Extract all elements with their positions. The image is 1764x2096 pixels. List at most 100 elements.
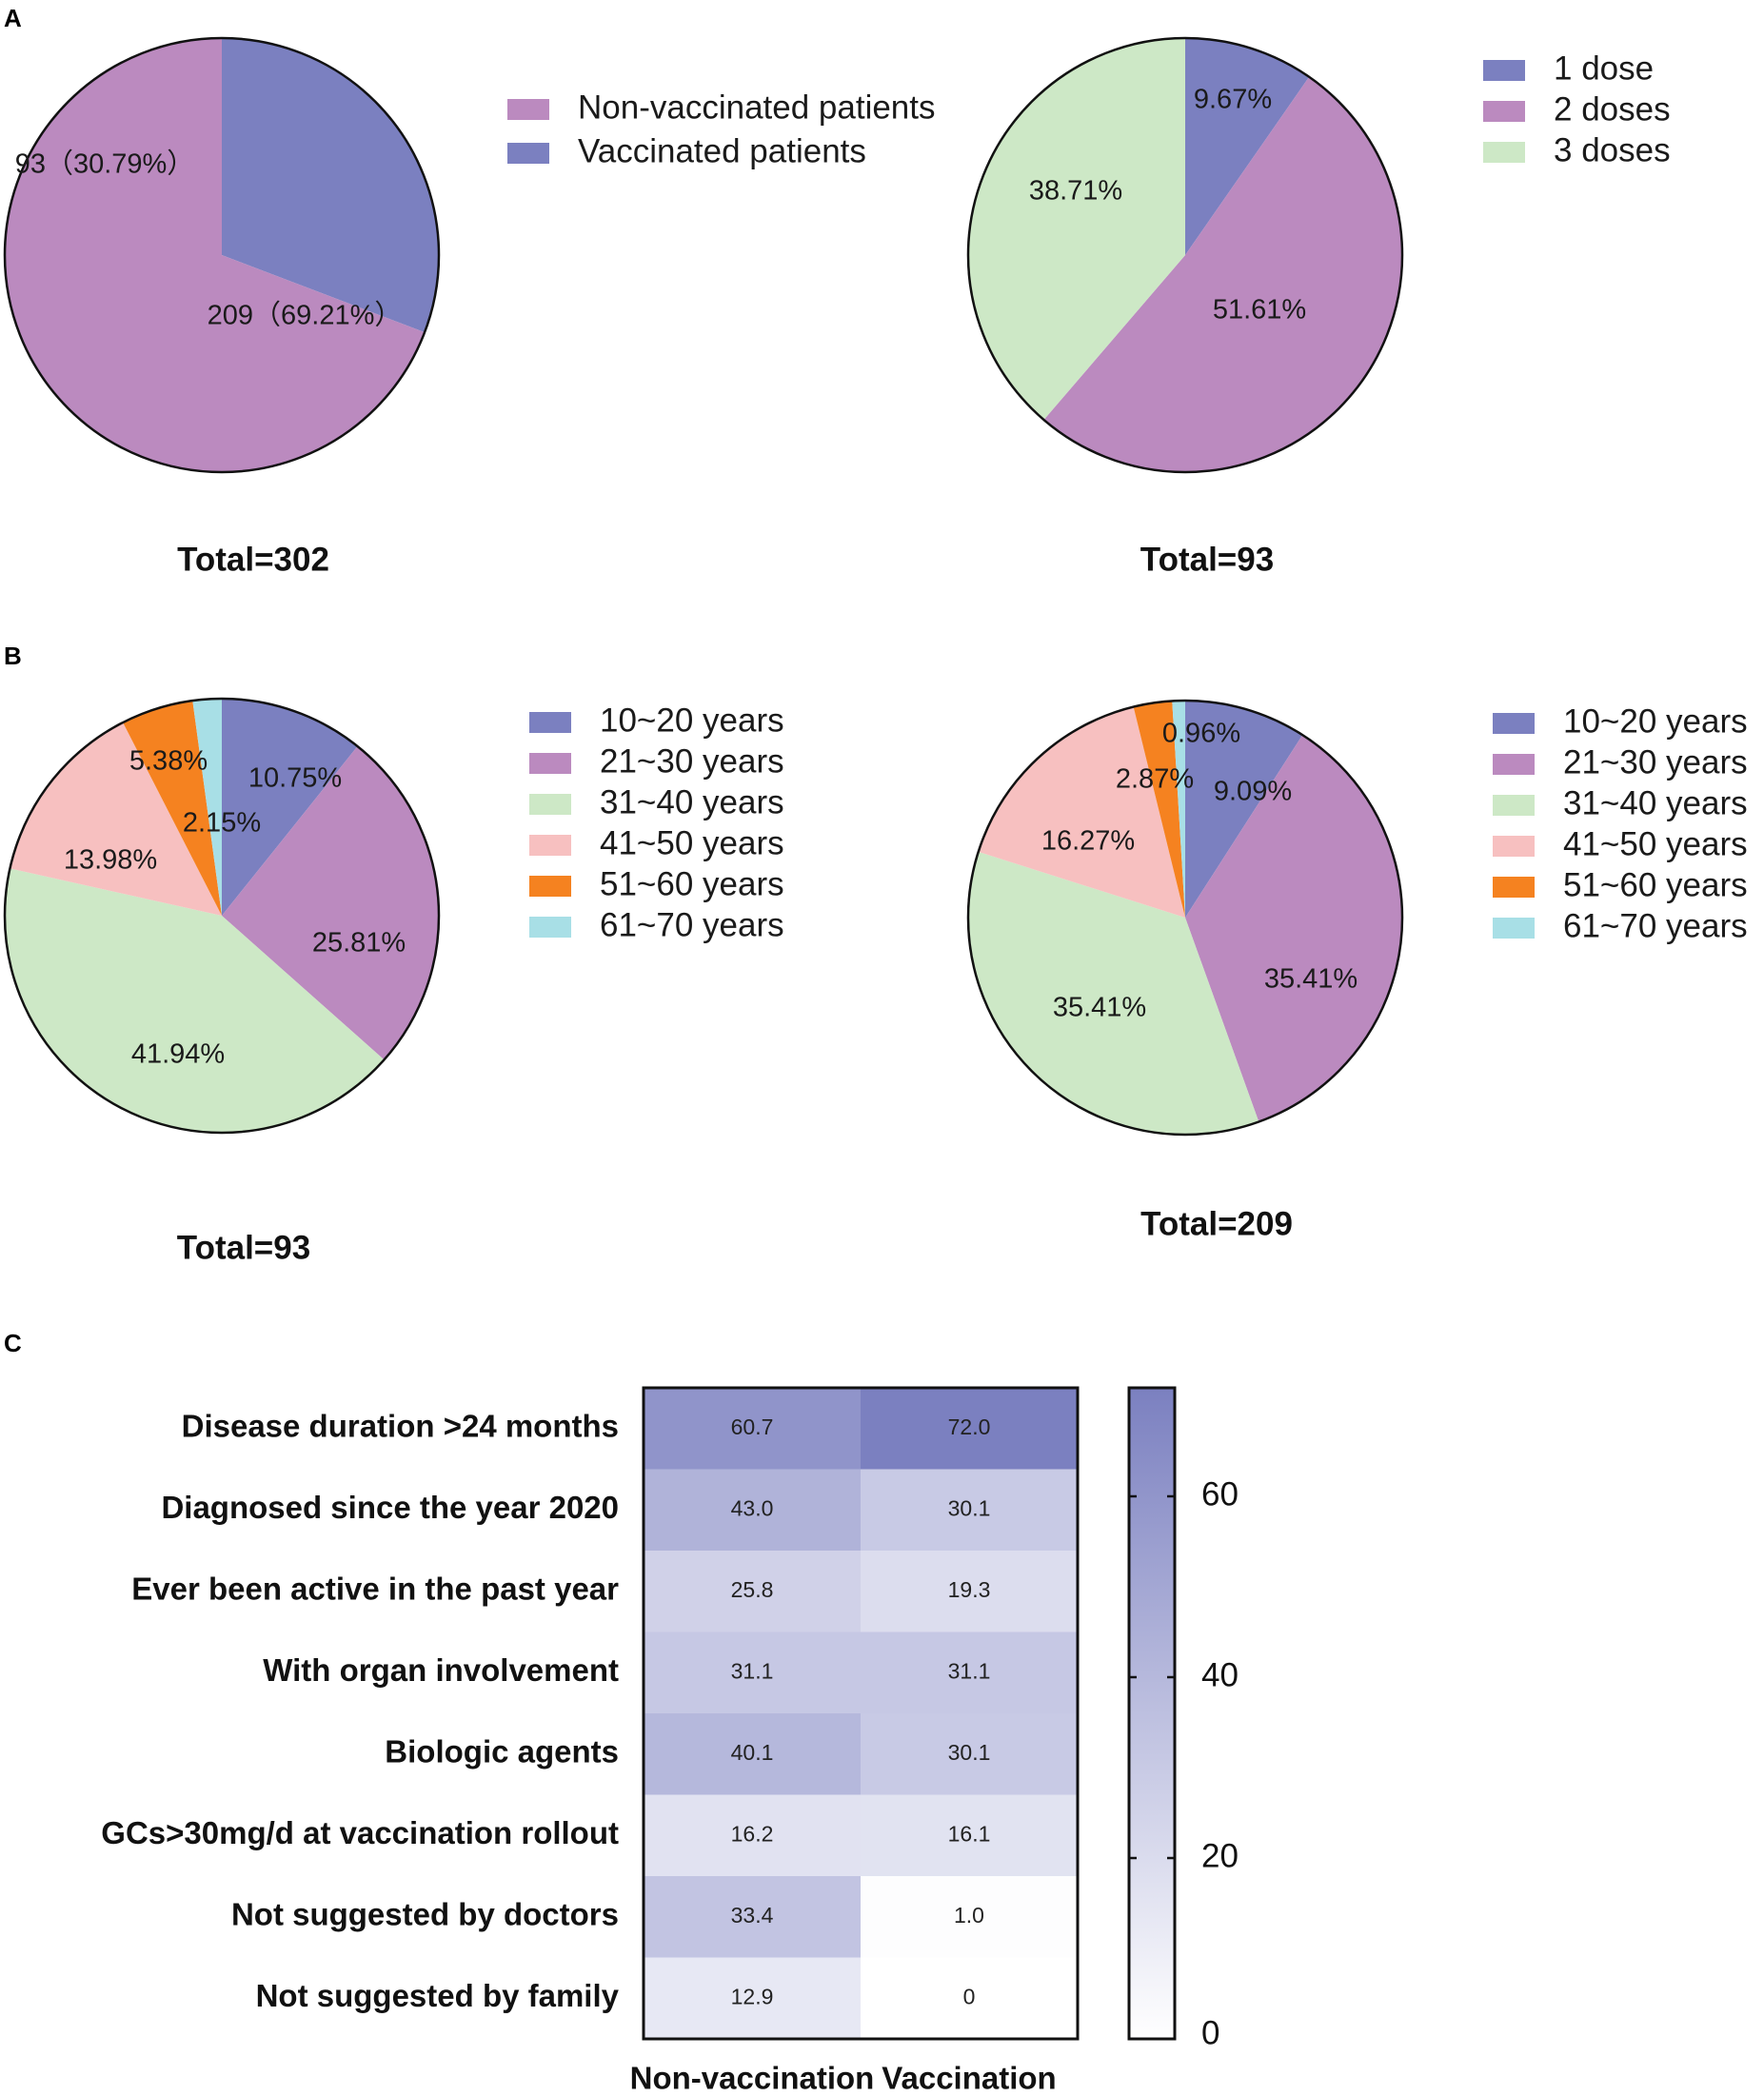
heatmap-cell-value: 31.1: [731, 1658, 774, 1683]
pie-data-label: 16.27%: [1041, 826, 1135, 857]
pie-slice-10-20-years: [1185, 701, 1303, 918]
heatmap-cell-value: 25.8: [731, 1577, 774, 1602]
heatmap-cell: [861, 1631, 1078, 1713]
heatmap-cell: [861, 1551, 1078, 1632]
legend-swatch-non-vaccinated-patients: [507, 99, 549, 120]
legend-swatch-vaccinated-patients: [507, 143, 549, 164]
heatmap-column-label: Vaccination: [882, 2061, 1056, 2096]
heatmap-cell: [861, 1794, 1078, 1876]
pie-data-label: 10.75%: [248, 763, 342, 794]
heatmap-cell-value: 0: [963, 1984, 976, 2008]
pie-total-label: Total=93: [1140, 541, 1274, 578]
legend-swatch-51-60-years: [529, 876, 571, 897]
pie-data-label: 2.15%: [183, 808, 261, 839]
panel-label-b: B: [4, 642, 22, 670]
pie-slice-non-vaccinated-patients: [5, 38, 426, 473]
pie-slice-21-30-years: [222, 746, 439, 1060]
heatmap-cell: [644, 1469, 861, 1551]
pie-slice-2-doses: [1043, 76, 1402, 472]
heatmap-cell: [644, 1957, 861, 2039]
pie-slice-31-40-years: [5, 868, 385, 1133]
heatmap-cell: [861, 1469, 1078, 1551]
heatmap-cell-value: 40.1: [731, 1740, 774, 1765]
heatmap-cell-value: 30.1: [948, 1740, 991, 1765]
pie-slice-1-dose: [1185, 38, 1310, 255]
legend-label-3-doses: 3 doses: [1554, 131, 1671, 168]
heatmap-cell: [644, 1794, 861, 1876]
legend-label-61-70-years: 61~70 years: [600, 906, 784, 943]
heatmap-row-label: Biologic agents: [385, 1733, 619, 1769]
legend-label-10-20-years: 10~20 years: [1563, 702, 1748, 740]
legend-label-10-20-years: 10~20 years: [600, 702, 784, 739]
heatmap-cell-value: 1.0: [954, 1903, 984, 1928]
pie-slice-3-doses: [967, 37, 1185, 421]
pie-data-label: 35.41%: [1264, 964, 1358, 995]
legend-label-21-30-years: 21~30 years: [600, 742, 784, 780]
legend-swatch-3-doses: [1483, 142, 1525, 163]
panel-label-a: A: [4, 4, 22, 32]
heatmap-cell: [861, 1713, 1078, 1795]
legend-swatch-31-40-years: [1493, 795, 1535, 816]
heatmap-cell: [644, 1388, 861, 1470]
pie-chart-vaccination-status: 93（30.79%） 209（69.21%） Total=302 Non-vaccin…: [3, 36, 936, 578]
pie-data-label: 93（30.79%）: [15, 149, 195, 180]
pie-chart-age-vaccinated: 10.75% 25.81% 41.94% 13.98% 5.38% 2.15% Total=…: [3, 697, 784, 1266]
legend-swatch-2-doses: [1483, 101, 1525, 122]
legend-swatch-51-60-years: [1493, 877, 1535, 898]
pie-data-label: 0.96%: [1162, 719, 1240, 749]
heatmap-row-label: Ever been active in the past year: [131, 1571, 619, 1606]
legend-label-31-40-years: 31~40 years: [600, 783, 784, 821]
heatmap-row-label: Diagnosed since the year 2020: [161, 1490, 619, 1525]
pie-data-label: 51.61%: [1213, 295, 1306, 326]
pie-slice-41-50-years: [10, 722, 222, 916]
heatmap-cell-value: 60.7: [731, 1414, 774, 1439]
colorbar-tick-label: 20: [1201, 1837, 1239, 1874]
legend-swatch-41-50-years: [1493, 836, 1535, 857]
legend-label-61-70-years: 61~70 years: [1563, 907, 1748, 944]
heatmap-cell: [644, 1876, 861, 1958]
legend-label-51-60-years: 51~60 years: [1563, 866, 1748, 903]
heatmap-row-label: Not suggested by doctors: [231, 1896, 619, 1931]
heatmap-row-label: GCs>30mg/d at vaccination rollout: [101, 1815, 619, 1850]
legend-swatch-21-30-years: [1493, 754, 1535, 775]
pie-slice-10-20-years: [222, 699, 358, 916]
colorbar-tick-label: 60: [1201, 1475, 1239, 1513]
pie-total-label: Total=93: [177, 1229, 310, 1266]
heatmap-cell: [644, 1551, 861, 1632]
pie-outline: [966, 699, 1404, 1137]
heatmap-column-label: Non-vaccination: [630, 2061, 875, 2096]
pie-data-label: 38.71%: [1029, 176, 1122, 207]
pie-slice-31-40-years: [968, 851, 1259, 1135]
heatmap-cell: [861, 1957, 1078, 2039]
pie-data-label: 41.94%: [131, 1039, 225, 1070]
pie-data-label: 35.41%: [1053, 993, 1146, 1023]
heatmap-cell-value: 16.2: [731, 1821, 774, 1846]
pie-outline: [3, 697, 441, 1135]
legend-label-non-vaccinated-patients: Non-vaccinated patients: [578, 89, 936, 126]
pie-data-label: 2.87%: [1116, 764, 1194, 795]
legend-swatch-61-70-years: [1493, 918, 1535, 939]
pie-data-label: 25.81%: [312, 928, 406, 959]
pie-slice-41-50-years: [978, 706, 1185, 918]
heatmap-cell-value: 16.1: [948, 1821, 991, 1846]
heatmap-chart: 60.7 72.0 Disease duration >24 months 43.0 3…: [101, 1386, 1239, 2096]
heatmap-cell-value: 19.3: [948, 1577, 991, 1602]
legend-swatch-10-20-years: [1493, 713, 1535, 734]
pie-data-label: 5.38%: [129, 746, 208, 777]
legend-label-21-30-years: 21~30 years: [1563, 743, 1748, 781]
legend-label-51-60-years: 51~60 years: [600, 865, 784, 902]
heatmap-cell-value: 31.1: [948, 1658, 991, 1683]
pie-slice-21-30-years: [1185, 735, 1402, 1122]
pie-data-label: 9.67%: [1194, 85, 1272, 115]
heatmap-cell-value: 30.1: [948, 1495, 991, 1520]
heatmap-cell: [644, 1631, 861, 1713]
heatmap-row-label: With organ involvement: [263, 1652, 619, 1688]
legend-label-1-dose: 1 dose: [1554, 49, 1654, 87]
pie-total-label: Total=209: [1140, 1205, 1293, 1242]
pie-slice-51-60-years: [123, 701, 222, 916]
heatmap-cell-value: 72.0: [948, 1414, 991, 1439]
legend-swatch-41-50-years: [529, 835, 571, 856]
legend-swatch-1-dose: [1483, 60, 1525, 81]
colorbar-tick-label: 40: [1201, 1656, 1239, 1693]
